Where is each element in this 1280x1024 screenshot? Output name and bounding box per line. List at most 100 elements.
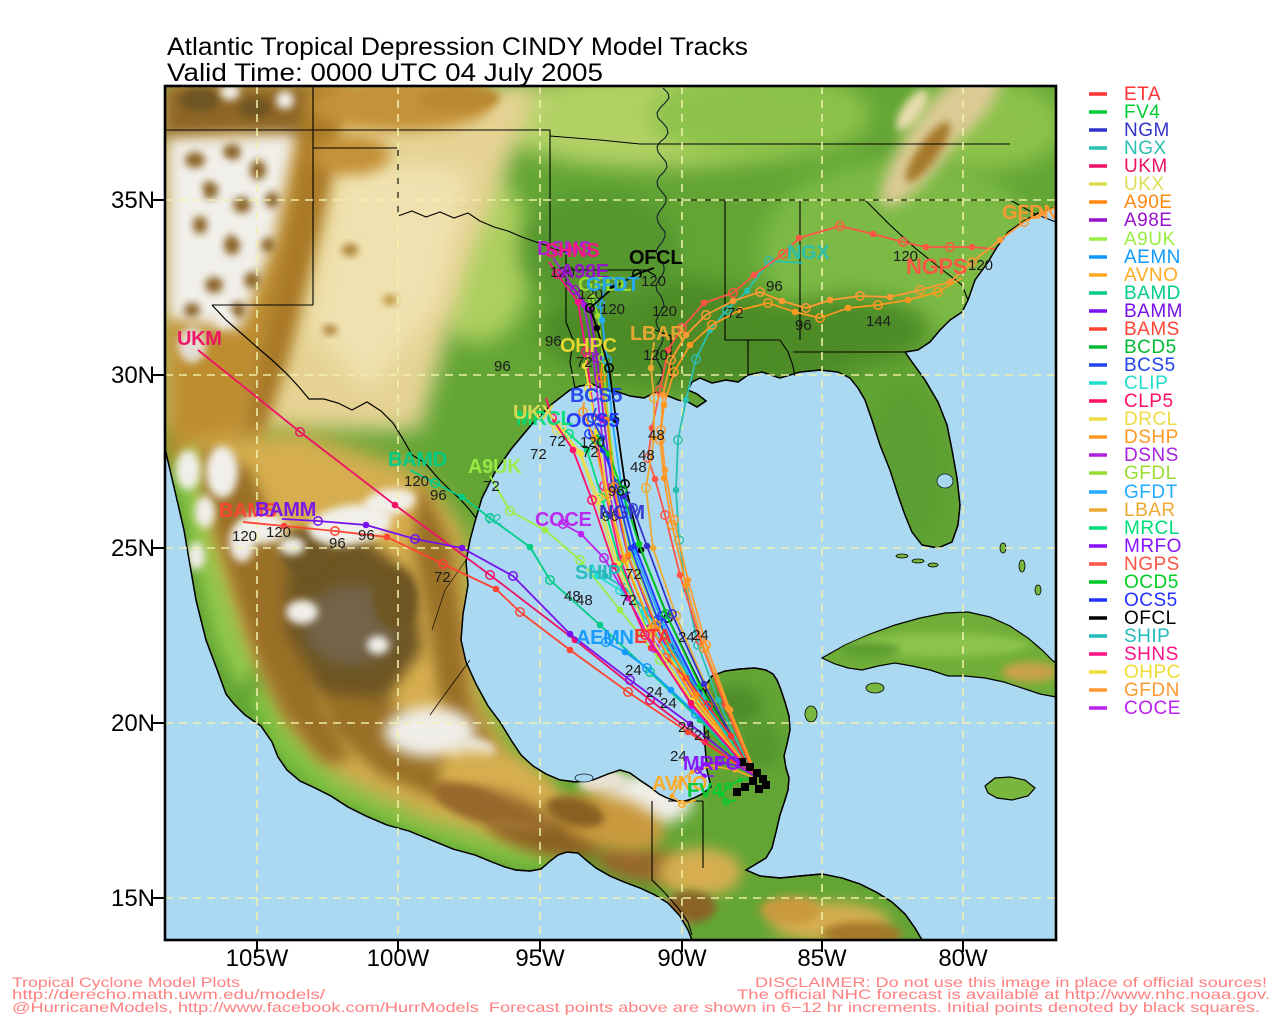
svg-text:MRCL: MRCL — [516, 408, 573, 430]
svg-text:SHIP: SHIP — [575, 562, 620, 584]
svg-text:120: 120 — [578, 286, 603, 303]
svg-text:96: 96 — [602, 508, 619, 525]
svg-text:A9UK: A9UK — [468, 456, 522, 478]
svg-text:BCD5: BCD5 — [1124, 337, 1177, 358]
svg-text:OCD5: OCD5 — [1124, 572, 1179, 593]
svg-text:The official NHC forecast is a: The official NHC forecast is available a… — [737, 986, 1270, 1002]
svg-text:95W: 95W — [515, 945, 565, 972]
svg-text:GFDT: GFDT — [1124, 482, 1178, 503]
svg-text:Valid Time: 0000 UTC 04 July 2: Valid Time: 0000 UTC 04 July 2005 — [167, 59, 603, 87]
svg-text:CLIP: CLIP — [1124, 373, 1168, 394]
svg-text:BAMS: BAMS — [1124, 319, 1180, 340]
svg-text:BCS5: BCS5 — [1124, 355, 1176, 376]
svg-text:96: 96 — [358, 527, 375, 544]
svg-text:ETA: ETA — [634, 626, 672, 648]
svg-text:120: 120 — [404, 473, 429, 490]
svg-text:AEMN: AEMN — [1124, 247, 1181, 268]
svg-text:24: 24 — [694, 727, 711, 744]
svg-text:SHNS: SHNS — [545, 240, 599, 262]
svg-text:24: 24 — [625, 662, 642, 679]
svg-text:24: 24 — [678, 629, 695, 646]
svg-text:UKM: UKM — [177, 328, 222, 350]
svg-text:120: 120 — [580, 434, 605, 451]
svg-text:96: 96 — [608, 483, 625, 500]
svg-text:NGX: NGX — [1124, 138, 1167, 159]
svg-text:48: 48 — [630, 459, 647, 476]
svg-text:72: 72 — [483, 478, 500, 495]
svg-text:AVNO: AVNO — [1124, 265, 1178, 286]
svg-text:80W: 80W — [938, 945, 988, 972]
svg-text:24: 24 — [660, 695, 677, 712]
svg-text:DRCL: DRCL — [1124, 409, 1178, 430]
svg-text:LBAR: LBAR — [630, 323, 685, 345]
svg-text:15N: 15N — [111, 885, 155, 912]
svg-text:UKM: UKM — [1124, 156, 1168, 177]
svg-text:BAMM: BAMM — [1124, 301, 1183, 322]
svg-text:96: 96 — [329, 535, 346, 552]
svg-text:NGM: NGM — [599, 502, 645, 524]
svg-text:72: 72 — [582, 444, 599, 461]
svg-text:AEMN: AEMN — [576, 627, 634, 649]
svg-text:72: 72 — [727, 305, 744, 322]
svg-text:A90E: A90E — [1124, 192, 1172, 213]
svg-text:NGPS: NGPS — [906, 254, 967, 279]
svg-text:Tropical Cyclone Model Plots: Tropical Cyclone Model Plots — [12, 974, 240, 990]
svg-text:NGPS: NGPS — [1124, 554, 1180, 575]
svg-text:48: 48 — [576, 592, 593, 609]
svg-text:BCS5: BCS5 — [570, 385, 622, 407]
svg-text:@HurricaneModels, http://www.f: @HurricaneModels, http://www.facebook.co… — [12, 999, 1260, 1015]
svg-text:FV4: FV4 — [687, 780, 724, 802]
svg-text:COCE: COCE — [1124, 698, 1181, 719]
svg-text:COCE: COCE — [535, 509, 592, 531]
svg-text:NGX: NGX — [787, 242, 830, 264]
svg-text:96: 96 — [430, 487, 447, 504]
svg-text:48: 48 — [638, 447, 655, 464]
svg-text:http://derecho.math.uwm.edu/mo: http://derecho.math.uwm.edu/models/ — [12, 986, 325, 1002]
svg-text:OCS5: OCS5 — [566, 410, 619, 432]
svg-text:OHPC: OHPC — [560, 335, 617, 357]
svg-text:CLP5: CLP5 — [1124, 391, 1174, 412]
svg-text:GFDL: GFDL — [578, 274, 631, 296]
svg-text:GFDT: GFDT — [586, 274, 639, 296]
svg-text:48: 48 — [564, 588, 581, 605]
svg-text:120: 120 — [600, 301, 625, 318]
svg-text:30N: 30N — [111, 362, 155, 389]
svg-text:DSNS: DSNS — [537, 238, 591, 260]
svg-text:25N: 25N — [111, 535, 155, 562]
svg-text:A98E: A98E — [1124, 210, 1172, 231]
svg-text:GFDN: GFDN — [1002, 202, 1057, 224]
svg-text:120: 120 — [232, 528, 257, 545]
svg-text:85W: 85W — [797, 945, 847, 972]
svg-text:Atlantic Tropical Depression C: Atlantic Tropical Depression CINDY Model… — [167, 33, 748, 61]
svg-text:120: 120 — [266, 524, 291, 541]
svg-text:BAMD: BAMD — [1124, 283, 1181, 304]
svg-text:GFDN: GFDN — [1124, 680, 1180, 701]
svg-text:120: 120 — [893, 248, 918, 265]
svg-text:120: 120 — [641, 273, 666, 290]
svg-text:72: 72 — [625, 566, 642, 583]
svg-text:72: 72 — [485, 511, 502, 528]
svg-text:35N: 35N — [111, 187, 155, 214]
svg-text:96: 96 — [494, 358, 511, 375]
svg-text:OFCL: OFCL — [629, 247, 682, 269]
svg-text:48: 48 — [648, 427, 665, 444]
svg-text:LBAR: LBAR — [1124, 500, 1176, 521]
svg-text:120: 120 — [968, 257, 993, 274]
svg-text:24: 24 — [646, 684, 663, 701]
svg-text:SHIP: SHIP — [1124, 626, 1170, 647]
svg-text:AVNO: AVNO — [652, 773, 707, 795]
svg-text:72: 72 — [620, 592, 637, 609]
svg-text:MRFO: MRFO — [1124, 536, 1182, 557]
svg-text:24: 24 — [678, 719, 695, 736]
svg-text:96: 96 — [766, 278, 783, 295]
svg-text:MRFO: MRFO — [683, 753, 741, 775]
svg-text:144: 144 — [866, 313, 891, 330]
svg-text:NGM: NGM — [1124, 120, 1170, 141]
svg-text:100W: 100W — [367, 945, 430, 972]
svg-text:90W: 90W — [657, 945, 707, 972]
svg-text:24: 24 — [692, 627, 709, 644]
svg-text:96: 96 — [545, 333, 562, 350]
svg-text:A98E: A98E — [560, 261, 609, 283]
svg-text:SHNS: SHNS — [1124, 644, 1179, 665]
svg-text:OFCL: OFCL — [1124, 608, 1177, 629]
